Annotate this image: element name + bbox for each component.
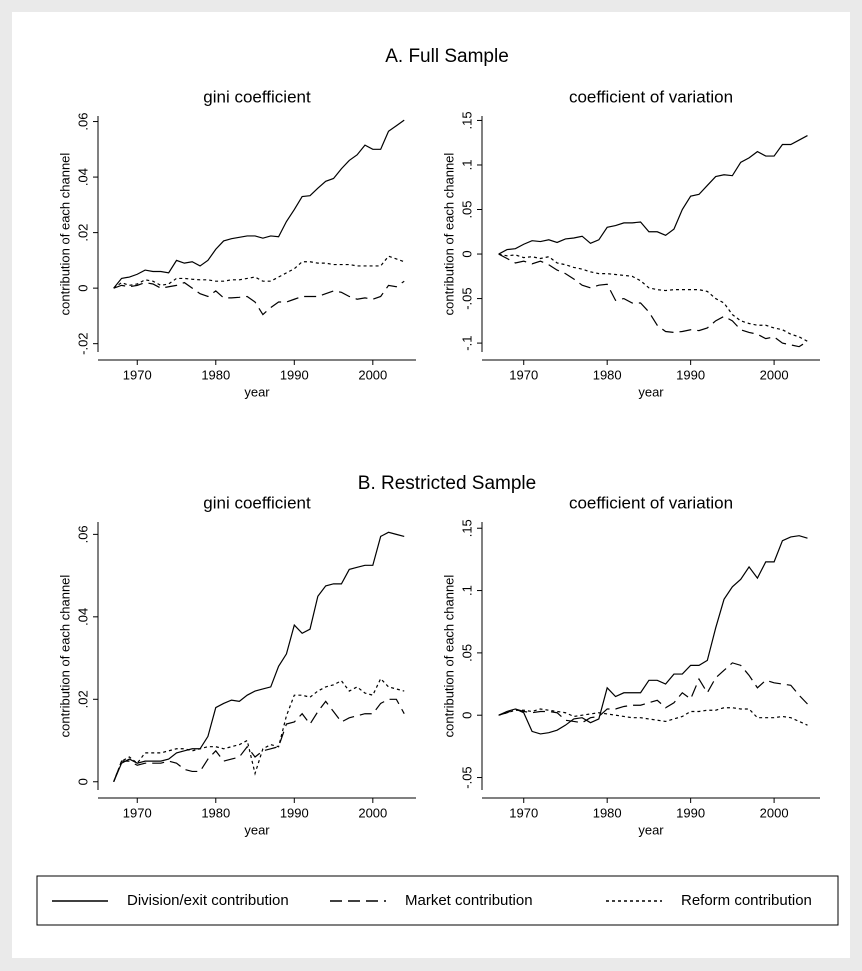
legend-label: Reform contribution [681,892,812,909]
y-axis-label: contribution of each channel [57,575,72,738]
series-line [113,698,405,782]
x-tick-label: 1970 [509,805,538,820]
y-tick-label: .06 [75,525,90,543]
x-tick-label: 1970 [123,805,152,820]
x-axis-label: year [244,384,270,399]
y-tick-label: .04 [75,168,90,186]
series-line [498,253,808,348]
y-tick-label: .1 [459,585,474,596]
y-tick-label: -.05 [459,287,474,309]
panel-title: coefficient of variation [569,493,733,512]
series-line [498,662,808,724]
y-tick-label: .1 [459,160,474,171]
y-tick-label: .05 [459,200,474,218]
series-line [498,253,808,342]
x-tick-label: 2000 [358,367,387,382]
y-tick-label: -.05 [459,766,474,788]
panel-title: gini coefficient [203,87,311,106]
x-axis-label: year [638,384,664,399]
y-axis-label: contribution of each channel [57,153,72,316]
x-tick-label: 2000 [358,805,387,820]
y-tick-label: 0 [459,712,474,719]
y-tick-label: 0 [459,250,474,257]
y-tick-label: .05 [459,644,474,662]
section-heading: B. Restricted Sample [358,473,536,494]
section-heading: A. Full Sample [385,46,509,67]
series-line [113,119,405,289]
legend-label: Market contribution [405,892,533,909]
x-tick-label: 1970 [509,367,538,382]
y-axis-label: contribution of each channel [441,575,456,738]
series-line [113,255,405,289]
series-line [498,535,808,735]
x-tick-label: 2000 [760,367,789,382]
series-line [498,707,808,726]
x-tick-label: 1990 [280,367,309,382]
x-tick-label: 1980 [593,805,622,820]
x-tick-label: 2000 [760,805,789,820]
y-tick-label: -.02 [75,332,90,354]
y-tick-label: .15 [459,519,474,537]
y-tick-label: -.1 [459,336,474,351]
y-tick-label: 0 [75,778,90,785]
x-tick-label: 1980 [201,367,230,382]
series-line [113,280,405,316]
x-tick-label: 1980 [201,805,230,820]
y-tick-label: .02 [75,690,90,708]
panel-title: coefficient of variation [569,87,733,106]
x-tick-label: 1970 [123,367,152,382]
x-tick-label: 1980 [593,367,622,382]
x-tick-label: 1990 [676,805,705,820]
y-tick-label: .06 [75,113,90,131]
x-tick-label: 1990 [280,805,309,820]
series-line [498,135,808,255]
panel-title: gini coefficient [203,493,311,512]
y-tick-label: .02 [75,224,90,242]
series-line [113,531,405,782]
series-line [113,677,405,782]
x-tick-label: 1990 [676,367,705,382]
legend-box [36,875,839,926]
x-axis-label: year [244,822,270,837]
y-tick-label: 0 [75,285,90,292]
y-axis-label: contribution of each channel [441,153,456,316]
figure-background [12,12,850,958]
y-tick-label: .15 [459,111,474,129]
legend-label: Division/exit contribution [127,892,289,909]
x-axis-label: year [638,822,664,837]
y-tick-label: .04 [75,608,90,626]
